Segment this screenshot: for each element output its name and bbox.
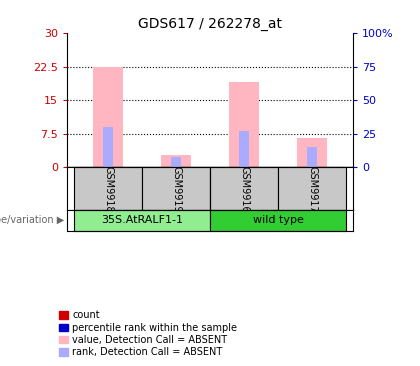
Bar [93,67,123,167]
Text: GSM9917: GSM9917 [307,165,317,212]
Bar [103,127,113,167]
Bar [297,138,327,167]
Bar [74,167,142,210]
Text: 35S.AtRALF1-1: 35S.AtRALF1-1 [101,216,183,225]
Bar [142,167,210,210]
Text: GSM9919: GSM9919 [171,165,181,212]
Text: wild type: wild type [252,216,303,225]
Bar [307,147,317,167]
Bar [239,131,249,167]
Bar [229,82,259,167]
Text: genotype/variation ▶: genotype/variation ▶ [0,216,64,225]
Bar [210,210,346,231]
Bar [210,167,278,210]
Bar [278,167,346,210]
Text: GSM9918: GSM9918 [103,165,113,212]
Title: GDS617 / 262278_at: GDS617 / 262278_at [138,16,282,30]
Legend: count, percentile rank within the sample, value, Detection Call = ABSENT, rank, : count, percentile rank within the sample… [60,310,237,358]
Bar [171,157,181,167]
Bar [161,155,191,167]
Text: GSM9916: GSM9916 [239,165,249,212]
Bar [74,210,210,231]
